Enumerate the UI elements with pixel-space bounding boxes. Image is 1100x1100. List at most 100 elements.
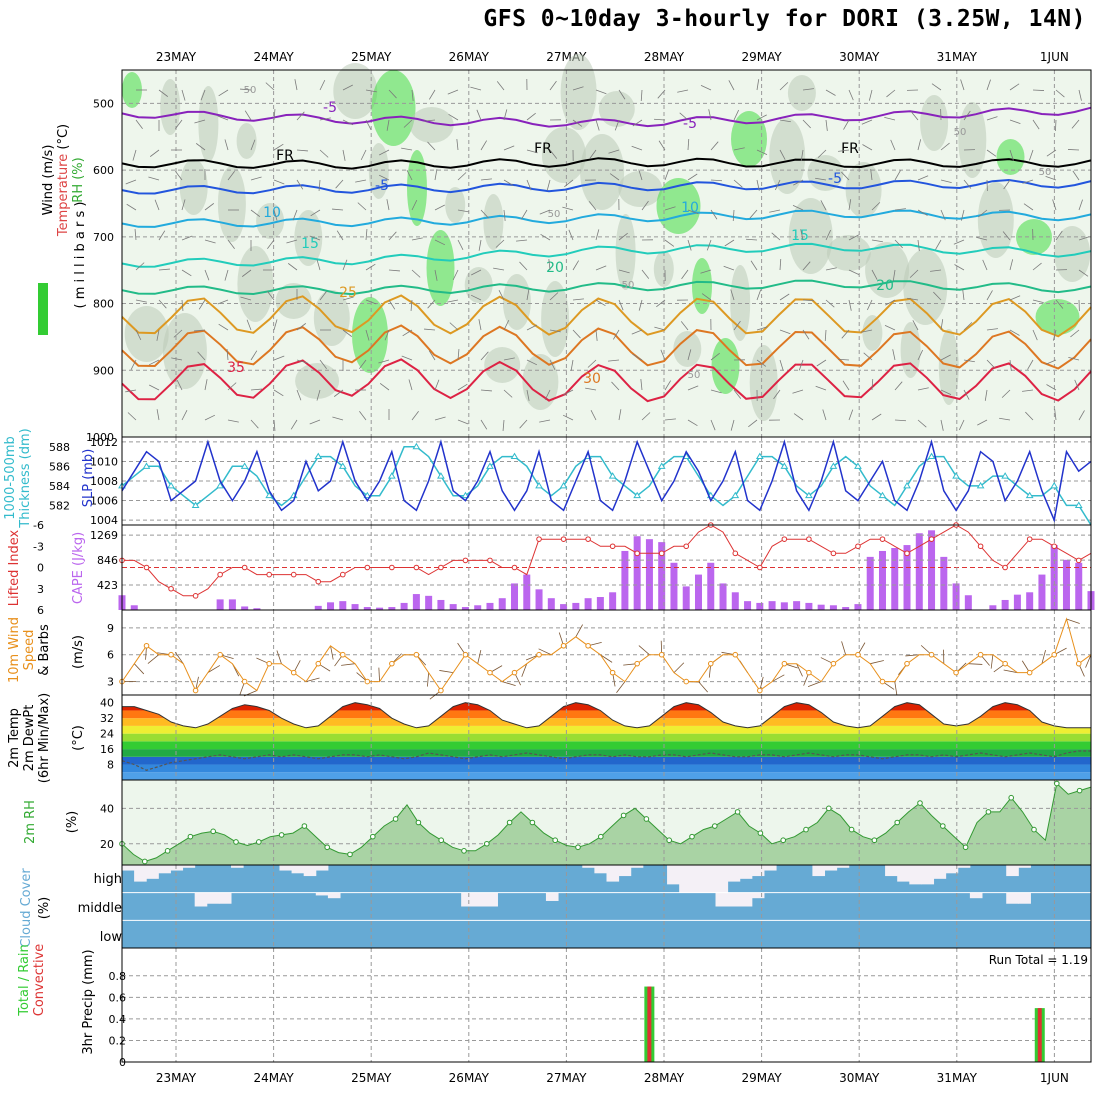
wind-barb	[273, 209, 278, 221]
wind10-marker	[536, 651, 542, 658]
wind10-barb	[796, 663, 803, 677]
wind-barb	[779, 258, 782, 271]
wind-barb	[546, 179, 551, 191]
wind-barb	[820, 200, 827, 211]
rh-shading	[541, 127, 586, 183]
wind-barb	[503, 209, 506, 221]
wind10-barb	[600, 654, 613, 663]
wind-barb	[733, 109, 740, 121]
thickness-marker	[216, 481, 225, 489]
wind-barb	[756, 79, 760, 91]
wind-barb	[410, 299, 413, 311]
wind-barb	[154, 199, 160, 211]
wind-barb	[526, 359, 538, 366]
wind-barb	[1078, 89, 1082, 101]
wind10-marker	[634, 660, 640, 667]
wind-barb	[156, 329, 160, 341]
wind-barb	[342, 296, 354, 301]
axis-label-part: Speed	[22, 630, 37, 671]
wind10-marker	[192, 687, 199, 694]
wind-barb	[502, 419, 505, 431]
pressure-unit-label: ( m i l l i b a r s )	[73, 202, 88, 309]
wind-barb	[332, 416, 344, 421]
wind-barb	[614, 119, 620, 131]
cloud-high-gap	[231, 865, 244, 868]
cape-ylabel: CAPE (J/kg)	[71, 532, 86, 604]
thickness-marker	[1050, 481, 1059, 489]
rh-shading	[845, 162, 882, 218]
temp-band	[122, 764, 1091, 773]
wind-barb	[822, 409, 827, 421]
wind-barb	[841, 171, 850, 181]
rh2m-ylabel: 2m RH	[23, 800, 38, 844]
wind-barb	[640, 379, 643, 391]
wind-barb	[733, 179, 743, 188]
thickness-marker	[633, 491, 642, 499]
cloud-middle-gap	[1018, 892, 1031, 904]
wind-barb	[817, 149, 827, 158]
wind-barb	[679, 112, 689, 121]
wind-barb	[793, 413, 804, 421]
rh-shading	[788, 198, 833, 274]
wind10-barb	[330, 645, 334, 660]
wind-barb	[158, 230, 166, 241]
upper-air-ylabel: Temperature (°C)	[56, 124, 71, 237]
wind-barb	[976, 236, 988, 241]
cape-bar	[633, 536, 641, 610]
slp-line	[121, 439, 1092, 523]
wind-barb	[837, 358, 850, 361]
wind-barb	[664, 418, 676, 421]
wind-barb	[149, 384, 160, 391]
wind-barb	[217, 115, 229, 121]
temp-tick-label: 32	[100, 712, 114, 725]
wind-barb	[802, 119, 811, 129]
axis-label-part: 10m Wind	[7, 617, 22, 683]
wind-barb	[631, 145, 643, 151]
wind-barb	[135, 119, 143, 130]
contour-label: 50	[622, 280, 635, 291]
wind-barb	[476, 109, 482, 121]
wind-barb	[204, 239, 216, 244]
wind-barb	[342, 259, 348, 271]
wind-barb	[480, 178, 492, 181]
wind-barb	[1055, 230, 1063, 241]
wind-barb	[1032, 89, 1045, 91]
wind-barb	[1009, 149, 1014, 161]
wind-barb	[267, 290, 275, 301]
wind-barb	[871, 202, 881, 211]
cape-bar	[486, 602, 494, 610]
wind-barb	[539, 419, 551, 423]
wind-barb	[730, 419, 735, 431]
wind-barb	[319, 359, 327, 370]
wind-barb	[963, 322, 973, 331]
wind-barb	[940, 209, 946, 221]
wind-barb	[986, 359, 995, 369]
wind-barb	[452, 269, 459, 281]
wind-barb	[379, 149, 390, 156]
temp-line	[121, 702, 1092, 781]
wind10-marker	[953, 669, 959, 676]
cape-tick-label: 846	[97, 554, 118, 567]
wind10-marker	[609, 669, 616, 676]
lifted-index-tick-label: 0	[37, 562, 44, 575]
wind-barb	[428, 350, 436, 361]
wind-barb	[793, 179, 804, 186]
wind-barb	[296, 359, 308, 364]
wind10-marker	[266, 660, 272, 667]
cape-bar	[511, 583, 519, 610]
wind-barb	[917, 387, 929, 391]
isotherm-line	[121, 324, 1092, 370]
rh2m-marker	[917, 800, 923, 806]
cloud-middle-gap	[739, 892, 753, 907]
lifted-index-marker	[217, 571, 223, 578]
cape-bar	[216, 599, 224, 610]
contour-label: FR	[276, 148, 294, 164]
wind-barb	[359, 359, 367, 370]
wind-barb	[680, 321, 689, 331]
cape-bar	[461, 607, 469, 610]
wind-barb	[1009, 83, 1020, 91]
cape-bar	[363, 607, 371, 610]
wind-barb	[402, 329, 413, 337]
cape-bar	[547, 598, 555, 610]
wind-barb	[1022, 389, 1034, 392]
